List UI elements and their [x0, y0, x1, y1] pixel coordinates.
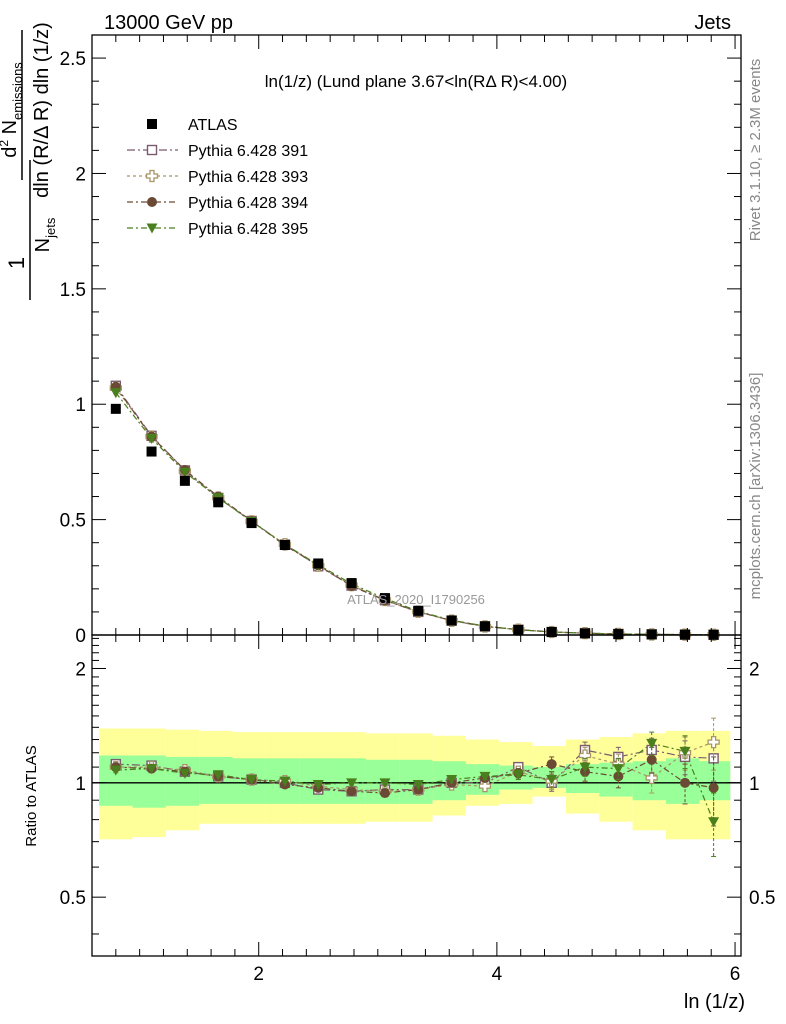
ratio-series-4-point: [246, 775, 258, 786]
y-label-numerator-one: 1: [4, 257, 29, 269]
legend-label-1: Pythia 6.428 391: [188, 143, 308, 160]
main-data-point: [446, 615, 457, 626]
x-tick-label: 4: [492, 964, 503, 985]
y-label-denominator: dln (R/Δ R) dln (1/z): [31, 22, 53, 198]
ratio-series-2-point: [707, 735, 720, 749]
x-tick-label: 6: [730, 964, 741, 985]
ratio-series-3-point: [613, 771, 624, 782]
y-label-njets: Njets: [32, 217, 58, 252]
main-plot: 2.5 2 1.5 1 0.5 0 ln(1/z) (Lund plane 3.67<ln(…: [60, 34, 742, 647]
ratio-series-2-point: [478, 780, 492, 793]
x-tick-label: 2: [253, 964, 264, 985]
ratio-series-2-point: [578, 749, 592, 762]
ratio-series-3-point: [646, 754, 657, 765]
main-series-4-point: [179, 467, 191, 478]
ratio-plot: 2 2 1 1 0.5 0.5 2 4 6: [60, 634, 775, 985]
header-jets-label: Jets: [694, 12, 731, 34]
ratio-y-tick-label-right: 2: [749, 659, 760, 680]
main-y-tick-label: 0.5: [60, 511, 86, 532]
main-y-tick-label: 1: [75, 395, 86, 416]
main-data-point: [413, 605, 424, 616]
x-axis-label: ln (1/z): [684, 991, 745, 1013]
ratio-series-4-point: [346, 778, 358, 789]
main-data-point: [546, 627, 557, 637]
ratio-series-3-point: [680, 777, 691, 788]
ratio-series-2-point: [645, 771, 658, 785]
main-data-point: [513, 624, 524, 635]
ratio-series-3-point: [346, 786, 357, 797]
main-y-tick-label: 1.5: [60, 280, 86, 301]
ratio-series-4-point: [546, 775, 558, 786]
ratio-series-3-point: [379, 788, 390, 799]
ratio-series-4-point: [708, 817, 720, 828]
ratio-frame: [91, 634, 742, 957]
ratio-series-4-point: [612, 764, 624, 775]
mcplots-reference-label: mcplots.cern.ch [arXiv:1306.3436]: [747, 373, 764, 600]
ratio-series-4-point: [679, 746, 691, 757]
ratio-series-4-point: [179, 768, 191, 779]
ratio-series-3-point: [546, 759, 557, 770]
main-data-point: [346, 578, 357, 589]
ratio-series-4-point: [646, 738, 658, 749]
main-data-point: [146, 446, 157, 457]
ratio-series-4-point: [479, 771, 491, 782]
legend-marker-4: [146, 223, 158, 234]
main-data-point: [110, 403, 121, 414]
legend-label-0: ATLAS: [188, 117, 238, 134]
ratio-y-tick-label: 0.5: [60, 888, 86, 909]
main-data-point: [213, 497, 224, 508]
analysis-watermark: ATLAS_2020_I1790256: [347, 592, 485, 607]
legend-label-4: Pythia 6.428 395: [188, 221, 308, 238]
ratio-y-tick-label: 2: [75, 659, 86, 680]
ratio-series-4-point: [279, 776, 291, 787]
ratio-y-tick-label-right: 1: [749, 774, 760, 795]
main-data-point: [313, 558, 324, 569]
main-series-4-point: [110, 388, 122, 399]
main-y-tick-label: 2.5: [60, 49, 86, 70]
legend-label-3: Pythia 6.428 394: [188, 195, 308, 212]
ratio-series-4-point: [312, 779, 324, 790]
main-data-point: [279, 540, 290, 550]
ratio-series-4-point: [446, 775, 458, 786]
ratio-y-axis-label: Ratio to ATLAS: [23, 745, 40, 846]
ratio-series-4-point: [379, 778, 391, 789]
ratio-series-4-point: [412, 779, 424, 790]
legend-label-2: Pythia 6.428 393: [188, 169, 308, 186]
main-data-point: [246, 518, 257, 529]
ratio-series-4-point: [579, 762, 591, 773]
legend-marker-3: [147, 197, 157, 207]
ratio-y-tick-label: 1: [75, 774, 86, 795]
ratio-series-4-point: [212, 770, 224, 781]
ratio-y-tick-label-right: 0.5: [749, 888, 775, 909]
main-y-axis-label: 1 Njets d2 Nemissions dln (R/Δ R) dln (1…: [0, 22, 58, 300]
ratio-series-4-point: [146, 764, 158, 775]
main-data-point: [479, 621, 490, 632]
rivet-version-label: Rivet 3.1.10, ≥ 2.3M events: [747, 59, 764, 242]
ratio-series-4-point: [110, 765, 122, 776]
plot-title: ln(1/z) (Lund plane 3.67<ln(RΔ R)<4.00): [265, 72, 567, 91]
main-data-point: [613, 629, 624, 640]
main-series-4-point: [146, 433, 158, 444]
ratio-series-4-point: [512, 770, 524, 781]
main-y-tick-label: 0: [75, 626, 86, 647]
header-process-label: 13000 GeV pp: [104, 12, 233, 34]
main-y-tick-label: 2: [75, 164, 86, 185]
main-data-point: [580, 628, 591, 639]
legend-marker-0: [147, 119, 157, 129]
legend-marker-1: [146, 144, 158, 156]
ratio-series-3-point: [708, 782, 719, 793]
main-data-point: [379, 593, 390, 604]
main-data-point: [179, 475, 190, 486]
legend-marker-2: [145, 169, 159, 183]
